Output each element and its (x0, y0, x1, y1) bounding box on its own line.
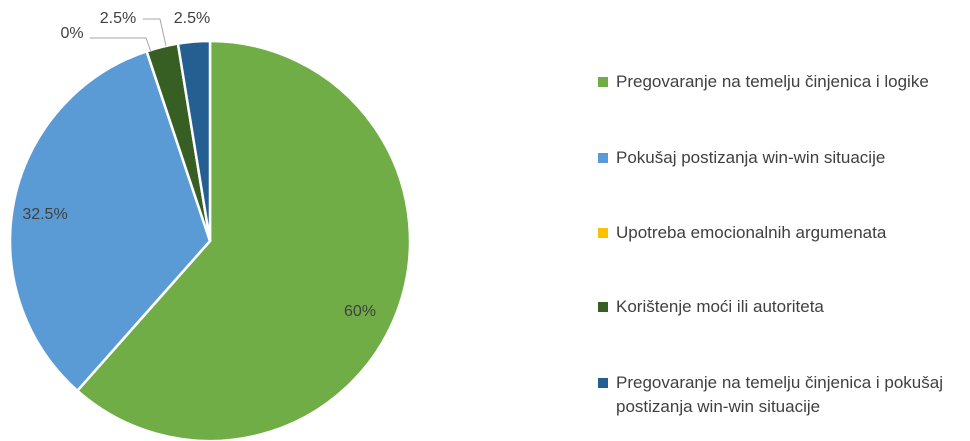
legend-swatch (598, 302, 608, 312)
pie-slice (76, 39, 412, 441)
legend-item: Pregovaranje na temelju činjenica i poku… (598, 371, 948, 419)
legend-label: Pregovaranje na temelju činjenica i logi… (616, 72, 929, 91)
legend-swatch (598, 378, 608, 388)
legend-item: Pokušaj postizanja win-win situacije (598, 146, 948, 170)
legend-label: Korištenje moći ili autoriteta (616, 297, 824, 316)
data-label: 0% (60, 25, 83, 42)
legend-item: Korištenje moći ili autoriteta (598, 295, 948, 319)
leader-line (143, 18, 167, 47)
pie-slice (176, 39, 212, 243)
leader-line (90, 37, 152, 53)
legend-item: Upotreba emocionalnih argumenata (598, 221, 948, 245)
legend-swatch (598, 228, 608, 238)
data-label: 2.5% (100, 10, 136, 27)
legend-swatch (598, 77, 608, 87)
legend-label: Pokušaj postizanja win-win situacije (616, 148, 886, 167)
legend-swatch (598, 153, 608, 163)
legend-item: Pregovaranje na temelju činjenica i logi… (598, 70, 948, 94)
data-label: 32.5% (22, 206, 67, 223)
pie-slice (8, 50, 212, 392)
pie-area: 60% 32.5% 0% 2.5% 2.5% (8, 10, 412, 441)
legend-label: Upotreba emocionalnih argumenata (616, 223, 887, 242)
data-label: 2.5% (174, 10, 210, 27)
legend-label: Pregovaranje na temelju činjenica i poku… (616, 373, 943, 416)
data-label: 60% (344, 303, 376, 320)
